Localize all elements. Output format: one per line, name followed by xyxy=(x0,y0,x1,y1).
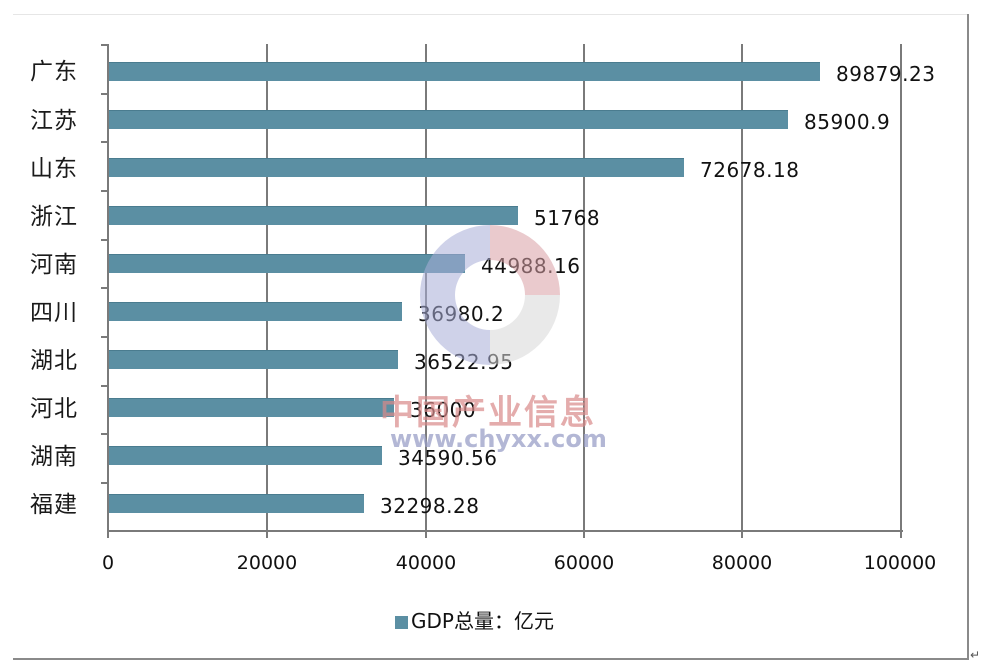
x-tick-label: 100000 xyxy=(863,552,937,574)
bar-fujian xyxy=(109,494,364,513)
category-label: 湖北 xyxy=(30,348,78,374)
y-tick xyxy=(101,93,108,95)
gridline-100000 xyxy=(900,44,902,531)
category-label: 河北 xyxy=(30,396,78,422)
legend-swatch xyxy=(395,616,408,629)
y-tick xyxy=(101,433,108,435)
x-tick xyxy=(107,530,109,538)
gridline-20000 xyxy=(266,44,268,531)
y-tick xyxy=(101,190,108,192)
value-label: 89879.23 xyxy=(836,62,936,86)
paragraph-mark-icon: ↵ xyxy=(970,648,981,662)
y-tick xyxy=(101,239,108,241)
x-tick-label: 80000 xyxy=(711,552,773,574)
bar-hebei xyxy=(109,398,394,417)
gridline-60000 xyxy=(583,44,585,531)
x-axis xyxy=(107,530,903,532)
bar-shandong xyxy=(109,158,684,177)
x-tick xyxy=(583,530,585,538)
value-label: 51768 xyxy=(534,206,601,230)
category-label: 广东 xyxy=(30,59,78,85)
bar-hunan xyxy=(109,446,382,465)
y-tick xyxy=(101,482,108,484)
bar-hubei xyxy=(109,350,398,369)
category-label: 江苏 xyxy=(30,108,78,134)
category-label: 山东 xyxy=(30,156,78,182)
value-label: 36522.95 xyxy=(414,350,514,374)
value-label: 36000 xyxy=(410,398,477,422)
legend-label: GDP总量：亿元 xyxy=(411,609,554,633)
value-label: 32298.28 xyxy=(380,494,480,518)
x-tick xyxy=(425,530,427,538)
x-tick xyxy=(900,530,902,538)
x-tick-label: 0 xyxy=(101,552,115,574)
value-label: 85900.9 xyxy=(804,110,891,134)
y-tick xyxy=(101,141,108,143)
bar-jiangsu xyxy=(109,110,788,129)
category-label: 河南 xyxy=(30,252,78,278)
x-tick xyxy=(741,530,743,538)
chart-frame xyxy=(13,14,969,660)
bar-guangdong xyxy=(109,62,820,81)
gridline-80000 xyxy=(741,44,743,531)
x-tick-label: 20000 xyxy=(236,552,298,574)
bar-zhejiang xyxy=(109,206,518,225)
y-tick xyxy=(101,287,108,289)
value-label: 44988.16 xyxy=(481,254,581,278)
y-tick xyxy=(101,385,108,387)
x-tick-label: 40000 xyxy=(395,552,457,574)
value-label: 36980.2 xyxy=(418,302,505,326)
x-tick-label: 60000 xyxy=(553,552,615,574)
y-axis xyxy=(107,44,109,531)
y-tick xyxy=(101,336,108,338)
chart-frame-top xyxy=(13,14,969,15)
y-tick xyxy=(101,44,108,46)
category-label: 浙江 xyxy=(30,204,78,230)
value-label: 72678.18 xyxy=(700,158,800,182)
legend: GDP总量：亿元 xyxy=(395,605,554,634)
value-label: 34590.56 xyxy=(398,446,498,470)
category-label: 四川 xyxy=(30,300,78,326)
category-label: 福建 xyxy=(30,492,78,518)
category-label: 湖南 xyxy=(30,444,78,470)
bar-henan xyxy=(109,254,465,273)
x-tick xyxy=(266,530,268,538)
bar-sichuan xyxy=(109,302,402,321)
